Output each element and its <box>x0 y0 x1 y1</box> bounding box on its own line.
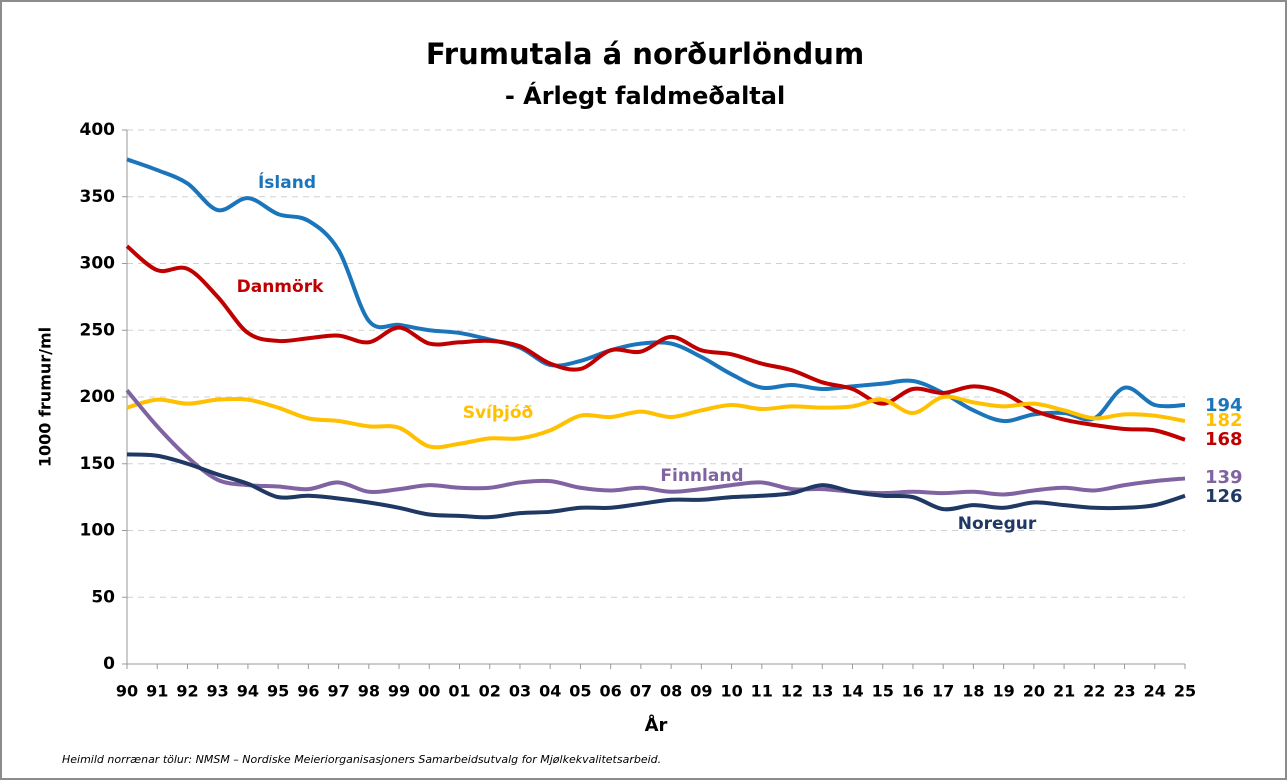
x-tick-label: 03 <box>509 682 531 701</box>
x-tick-label: 07 <box>630 682 652 701</box>
x-tick-label: 11 <box>751 682 773 701</box>
series-line <box>126 394 1186 450</box>
x-tick-label: 22 <box>1083 682 1105 701</box>
x-tick-label: 25 <box>1174 682 1196 701</box>
x-tick-label: 04 <box>539 682 561 701</box>
y-tick-label: 250 <box>80 320 116 340</box>
x-tick-label: 95 <box>267 682 289 701</box>
x-tick-label: 99 <box>388 682 410 701</box>
x-tick-label: 23 <box>1113 682 1135 701</box>
x-tick-label: 06 <box>600 682 622 701</box>
y-tick-label: 100 <box>80 521 116 541</box>
x-tick-label: 19 <box>992 682 1014 701</box>
y-axis-label: 1000 frumur/ml <box>36 327 55 467</box>
x-tick-label: 14 <box>841 682 863 701</box>
series-line <box>126 452 1186 520</box>
x-tick-label: 08 <box>660 682 682 701</box>
x-tick-label: 94 <box>237 682 259 701</box>
x-tick-label: 96 <box>297 682 319 701</box>
y-tick-label: 350 <box>80 187 116 207</box>
x-axis-label: År <box>645 713 668 736</box>
x-tick-label: 20 <box>1023 682 1045 701</box>
chart-subtitle: - Árlegt faldmeðaltal <box>505 81 785 110</box>
x-tick-label: 18 <box>962 682 984 701</box>
series-line <box>125 389 1186 497</box>
x-tick-label: 90 <box>116 682 138 701</box>
footnote: Heimild norrænar tölur: NMSM – Nordiske … <box>62 753 661 766</box>
series-name-label: Finnland <box>660 466 743 486</box>
series-name-label: Ísland <box>258 171 316 193</box>
x-tick-label: 17 <box>932 682 954 701</box>
x-tick-label: 93 <box>207 682 229 701</box>
series-line <box>125 244 1186 442</box>
y-tick-label: 400 <box>80 120 116 140</box>
x-tick-label: 13 <box>811 682 833 701</box>
x-tick-label: 98 <box>358 682 380 701</box>
end-value-label: 168 <box>1205 429 1243 450</box>
x-tick-label: 01 <box>448 682 470 701</box>
y-tick-label: 0 <box>103 654 115 674</box>
x-tick-label: 12 <box>781 682 803 701</box>
y-tick-label: 50 <box>91 587 115 607</box>
chart-title: Frumutala á norðurlöndum <box>426 37 864 71</box>
series-name-label: Svíþjóð <box>463 403 534 423</box>
x-tick-label: 92 <box>176 682 198 701</box>
x-tick-label: 09 <box>690 682 712 701</box>
series-name-label: Danmörk <box>237 277 324 297</box>
y-tick-label: 300 <box>80 254 116 274</box>
x-tick-label: 05 <box>569 682 591 701</box>
x-tick-label: 00 <box>418 682 440 701</box>
x-tick-label: 02 <box>479 682 501 701</box>
x-tick-label: 15 <box>872 682 894 701</box>
end-value-label: 139 <box>1205 467 1243 488</box>
x-tick-label: 10 <box>720 682 742 701</box>
x-tick-label: 21 <box>1053 682 1075 701</box>
x-tick-label: 91 <box>146 682 168 701</box>
x-tick-label: 24 <box>1144 682 1166 701</box>
series-name-label: Noregur <box>958 514 1037 534</box>
end-value-label: 182 <box>1205 410 1243 431</box>
x-tick-label: 16 <box>902 682 924 701</box>
y-tick-label: 200 <box>80 387 116 407</box>
x-tick-label: 97 <box>327 682 349 701</box>
y-tick-label: 150 <box>80 454 116 474</box>
end-value-label: 194 <box>1205 395 1243 416</box>
end-value-label: 126 <box>1205 486 1243 507</box>
